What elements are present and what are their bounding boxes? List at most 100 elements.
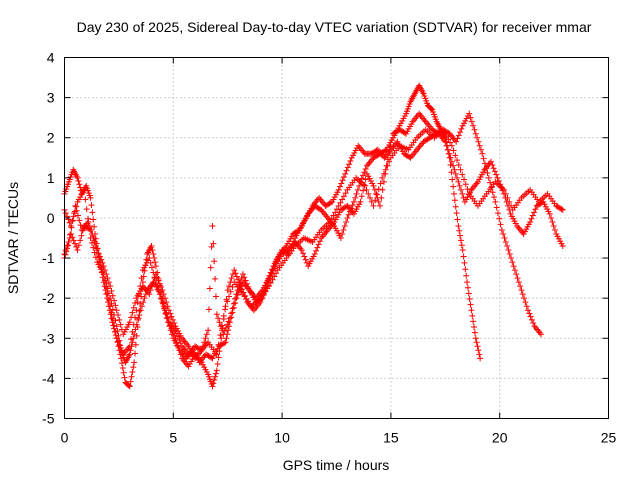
data-point bbox=[221, 340, 228, 347]
data-point bbox=[466, 110, 473, 117]
data-point bbox=[130, 321, 137, 328]
data-point bbox=[129, 309, 136, 316]
data-point bbox=[531, 209, 538, 216]
data-point bbox=[149, 247, 156, 254]
data-point bbox=[77, 237, 84, 244]
data-point bbox=[452, 152, 459, 159]
data-point bbox=[271, 273, 278, 280]
data-point bbox=[451, 190, 458, 197]
data-point bbox=[450, 147, 457, 154]
data-point bbox=[327, 199, 334, 206]
data-point bbox=[119, 364, 126, 371]
y-tick-label: -1 bbox=[42, 250, 55, 266]
data-point bbox=[66, 235, 73, 241]
data-point bbox=[315, 241, 322, 248]
data-point bbox=[354, 186, 361, 193]
data-point bbox=[222, 324, 229, 331]
data-point bbox=[493, 204, 500, 211]
y-tick-label: 0 bbox=[47, 210, 55, 226]
data-point bbox=[529, 212, 536, 219]
data-point bbox=[302, 256, 309, 263]
data-point bbox=[428, 105, 435, 112]
data-point bbox=[314, 244, 321, 251]
data-point bbox=[163, 299, 170, 306]
data-point bbox=[62, 210, 69, 217]
data-point bbox=[454, 216, 461, 223]
series-track-a bbox=[61, 82, 484, 366]
data-point bbox=[453, 210, 460, 217]
data-point bbox=[493, 171, 500, 178]
data-point bbox=[228, 310, 235, 317]
data-point bbox=[501, 186, 508, 193]
data-point bbox=[158, 283, 165, 290]
data-point bbox=[215, 315, 222, 322]
data-point bbox=[164, 303, 171, 310]
data-point bbox=[78, 232, 85, 239]
data-point bbox=[467, 114, 474, 121]
data-point bbox=[350, 198, 357, 205]
data-point bbox=[496, 215, 503, 222]
data-point bbox=[559, 206, 566, 213]
data-point bbox=[206, 285, 213, 292]
data-point bbox=[103, 271, 110, 278]
data-point bbox=[353, 190, 360, 197]
data-point bbox=[79, 227, 86, 234]
data-point bbox=[154, 274, 161, 281]
data-point bbox=[378, 194, 385, 201]
data-point bbox=[464, 186, 471, 193]
data-point bbox=[502, 190, 509, 197]
data-point bbox=[386, 149, 393, 156]
data-point bbox=[337, 199, 344, 206]
data-point bbox=[443, 142, 450, 149]
data-point bbox=[91, 223, 98, 230]
data-point bbox=[243, 280, 250, 287]
data-point bbox=[148, 283, 155, 290]
data-point bbox=[92, 243, 99, 250]
data-point bbox=[130, 304, 137, 311]
data-point bbox=[126, 319, 133, 326]
data-point bbox=[455, 161, 462, 168]
data-point bbox=[156, 280, 163, 287]
x-tick-label: 25 bbox=[601, 430, 617, 446]
data-point bbox=[132, 299, 139, 306]
data-point bbox=[333, 206, 340, 213]
data-point bbox=[127, 378, 134, 385]
data-point bbox=[108, 315, 115, 322]
data-point bbox=[508, 202, 515, 209]
data-point bbox=[448, 169, 455, 176]
data-point bbox=[148, 264, 155, 271]
data-point bbox=[96, 253, 103, 260]
data-point bbox=[160, 291, 167, 298]
data-point bbox=[134, 324, 141, 331]
data-point bbox=[83, 206, 90, 213]
data-point bbox=[162, 295, 169, 302]
data-point bbox=[168, 313, 175, 320]
data-point bbox=[523, 303, 530, 310]
data-point bbox=[64, 243, 71, 250]
data-point bbox=[365, 190, 372, 197]
data-point bbox=[103, 283, 110, 290]
data-point bbox=[148, 243, 155, 250]
data-point bbox=[113, 335, 120, 342]
data-point bbox=[215, 341, 222, 348]
data-point bbox=[458, 125, 465, 132]
data-point bbox=[175, 333, 182, 340]
data-point bbox=[102, 287, 109, 294]
data-point bbox=[76, 217, 83, 224]
data-point bbox=[229, 271, 236, 278]
data-point bbox=[370, 182, 377, 189]
data-point bbox=[105, 279, 112, 286]
data-point bbox=[475, 138, 482, 145]
data-point bbox=[221, 328, 228, 335]
data-point bbox=[339, 177, 346, 184]
data-point bbox=[472, 130, 479, 137]
data-point bbox=[69, 234, 76, 241]
data-point bbox=[363, 186, 370, 193]
data-point bbox=[128, 336, 135, 343]
data-point bbox=[71, 208, 78, 215]
data-point bbox=[450, 162, 457, 169]
data-point bbox=[372, 197, 379, 204]
data-point bbox=[77, 184, 84, 191]
data-point bbox=[151, 275, 158, 282]
data-point bbox=[471, 324, 478, 331]
